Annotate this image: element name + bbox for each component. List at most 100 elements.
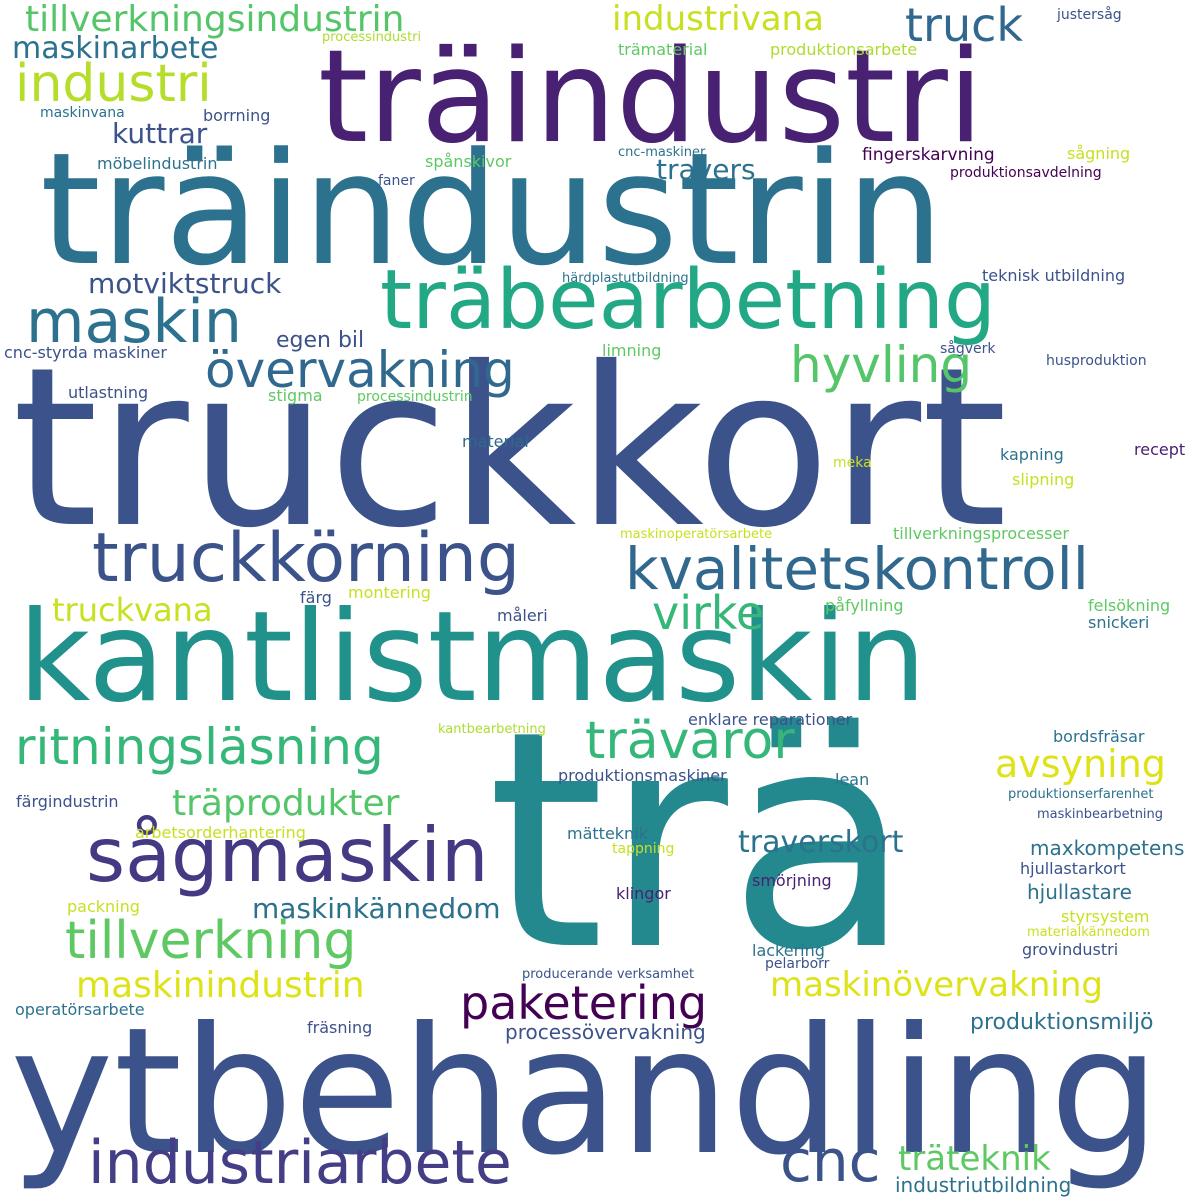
word: motviktstruck [88, 267, 282, 300]
word: virke [652, 586, 765, 640]
word: påfyllning [825, 596, 904, 615]
word: truck [905, 0, 1024, 52]
word: lean [835, 770, 870, 789]
word: teknisk utbildning [982, 266, 1126, 285]
word: kvalitetskontroll [625, 535, 1089, 603]
word: maskinoperatörsarbete [620, 527, 773, 542]
word: maskinbearbetning [1037, 807, 1164, 822]
word: maskin [26, 287, 242, 357]
word: packning [67, 897, 140, 916]
word: paketering [460, 976, 708, 1030]
word: mätteknik [567, 824, 648, 843]
word: tillverkningsprocesser [893, 524, 1069, 543]
word: övervakning [205, 341, 515, 399]
word: justersåg [1057, 7, 1122, 23]
word: industri [15, 54, 212, 114]
word: truckkort [12, 320, 1008, 576]
word: operatörsarbete [15, 1000, 145, 1019]
word: kantbearbetning [438, 722, 546, 737]
word: sågmaskin [86, 811, 489, 899]
word: arbetsorderhantering [135, 823, 306, 842]
word: klingor [616, 884, 671, 903]
word: stigma [268, 386, 323, 405]
word: slipning [1012, 470, 1075, 489]
word: fingerskarvning [862, 145, 995, 165]
word: trä [487, 667, 912, 1016]
word: färg [300, 588, 332, 607]
word: sågverk [940, 341, 996, 357]
word: hjullastarkort [1020, 859, 1126, 878]
word: montering [348, 583, 431, 602]
word: måleri [497, 606, 548, 625]
word: truckvana [52, 591, 213, 629]
word: travers [656, 153, 756, 186]
word: kapning [1000, 445, 1064, 464]
word: processindustrin [357, 389, 473, 405]
word: cnc [780, 1127, 881, 1195]
word: tillverkning [65, 911, 357, 971]
word: träteknik [898, 1139, 1051, 1179]
word: produktionsarbete [770, 40, 918, 59]
word: maskinkännedom [252, 892, 501, 925]
word: processindustri [322, 30, 422, 45]
word: meka [833, 455, 872, 471]
word: industriarbete [88, 1128, 512, 1198]
word: hyvling [790, 336, 973, 394]
word: maskinövervakning [770, 965, 1103, 1005]
word: industriutbildning [895, 1173, 1072, 1197]
word: avsyning [995, 742, 1166, 786]
word: tillverkningsindustrin [25, 0, 405, 40]
word: cnc-styrda maskiner [4, 343, 167, 362]
word: utlastning [68, 383, 149, 402]
word: träindustri [318, 23, 984, 172]
word: material [462, 432, 529, 451]
word: kantlistmaskin [18, 585, 927, 730]
word: ritningsläsning [15, 718, 384, 776]
word: produktionsavdelning [950, 165, 1102, 181]
word: producerande verksamhet [522, 967, 695, 982]
word: industrivana [612, 0, 824, 39]
word: enklare reparationer [688, 710, 853, 729]
word: snickeri [1088, 613, 1150, 632]
word: produktionsmaskiner [558, 766, 727, 785]
word: styrsystem [1061, 907, 1150, 926]
word: träbearbetning [380, 253, 997, 348]
word: maxkompetens [1030, 836, 1185, 860]
word: pelarborr [765, 956, 830, 972]
word: sågning [1067, 144, 1131, 163]
word: grovindustri [1022, 940, 1119, 959]
word: kuttrar [112, 117, 208, 150]
word: bordsfräsar [1053, 727, 1145, 746]
word: maskinvana [40, 105, 125, 121]
word: trävaror [585, 711, 795, 771]
word: möbelindustrin [97, 154, 218, 173]
word: faner [378, 173, 415, 189]
word: fräsning [307, 1018, 373, 1037]
word: ytbehandling [10, 991, 1161, 1194]
word: spånskivor [425, 152, 512, 171]
word: truckkörning [92, 519, 521, 598]
word: trämaterial [618, 40, 708, 59]
word: cnc-maskiner [618, 145, 706, 160]
word: maskinarbete [12, 31, 219, 66]
word: limning [602, 341, 662, 360]
word: husproduktion [1046, 353, 1147, 369]
word: träindustrin [40, 119, 944, 300]
word: lackering [752, 941, 825, 960]
word: borrning [203, 106, 271, 125]
word: materialkännedom [1027, 925, 1150, 940]
word: recept [1134, 440, 1186, 459]
word: produktionserfarenhet [1008, 787, 1154, 802]
word: traverskort [738, 825, 904, 860]
word: härdplastutbildning [562, 271, 689, 286]
word: smörjning [752, 871, 832, 890]
word: maskinindustrin [76, 965, 365, 1006]
word: hjullastare [1027, 880, 1132, 904]
word: tappning [612, 841, 675, 857]
word: produktionsmiljö [970, 1010, 1154, 1035]
word: färgindustrin [16, 792, 119, 811]
word: egen bil [276, 328, 365, 353]
word: felsökning [1088, 596, 1171, 615]
word: processövervakning [505, 1020, 706, 1044]
